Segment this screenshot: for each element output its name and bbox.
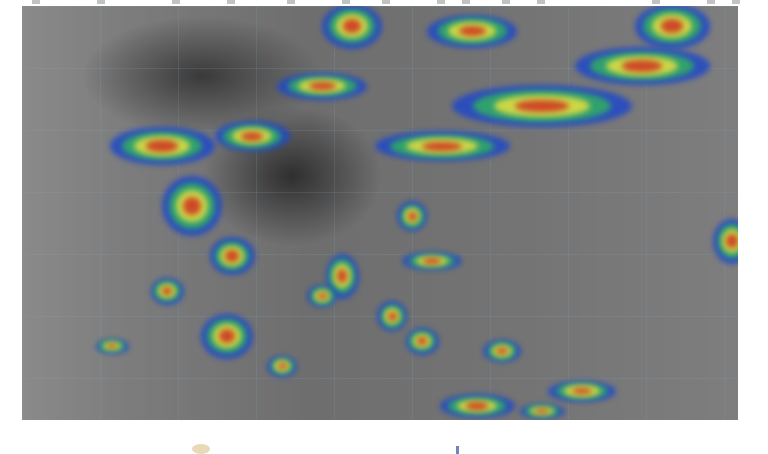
cloud-cell bbox=[535, 408, 549, 414]
tick-mark bbox=[32, 0, 40, 4]
tick-mark bbox=[537, 0, 545, 4]
cloud-cell bbox=[421, 141, 463, 151]
cloud-cell bbox=[219, 329, 235, 343]
agency-logo bbox=[192, 444, 210, 454]
cloud-cell bbox=[465, 402, 489, 410]
cloud-cell bbox=[621, 60, 663, 72]
cloud-cell bbox=[183, 197, 201, 215]
cloud-cell bbox=[571, 387, 593, 395]
tick-mark bbox=[227, 0, 235, 4]
cloud-cell bbox=[407, 211, 417, 221]
cloud-cell bbox=[107, 343, 117, 349]
cloud-cell bbox=[308, 81, 336, 91]
tick-mark bbox=[382, 0, 390, 4]
cloud-cell bbox=[515, 99, 569, 113]
cloud-cell bbox=[225, 250, 239, 262]
cloud-cell bbox=[317, 292, 327, 300]
tick-mark bbox=[502, 0, 510, 4]
tick-mark bbox=[342, 0, 350, 4]
cloud-cell bbox=[240, 131, 264, 141]
cloud-cell bbox=[458, 26, 486, 36]
satellite-image bbox=[22, 6, 738, 420]
cloud-cell bbox=[423, 258, 441, 264]
cloud-cell bbox=[387, 311, 397, 321]
cloud-cell bbox=[162, 286, 172, 296]
tick-mark bbox=[287, 0, 295, 4]
tick-mark bbox=[172, 0, 180, 4]
cloud-cell bbox=[660, 19, 684, 33]
cloud-cell bbox=[417, 336, 427, 346]
cloud-cell bbox=[726, 234, 738, 248]
footer-mark bbox=[456, 446, 459, 454]
cloud-cell bbox=[496, 347, 508, 355]
cloud-cell bbox=[343, 19, 361, 33]
tick-mark bbox=[97, 0, 105, 4]
tick-mark bbox=[462, 0, 470, 4]
cloud-cell bbox=[337, 269, 347, 283]
cloud-cell bbox=[277, 362, 287, 370]
cloud-cell bbox=[146, 140, 178, 152]
tick-mark bbox=[732, 0, 740, 4]
tick-mark bbox=[437, 0, 445, 4]
tick-mark bbox=[652, 0, 660, 4]
tick-mark bbox=[707, 0, 715, 4]
coordinate-ticks bbox=[22, 0, 740, 6]
